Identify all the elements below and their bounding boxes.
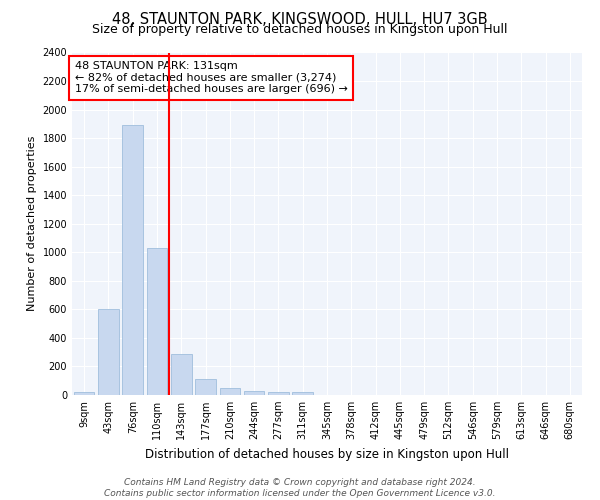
Bar xyxy=(146,248,167,395)
Bar xyxy=(292,392,313,395)
Text: Size of property relative to detached houses in Kingston upon Hull: Size of property relative to detached ho… xyxy=(92,22,508,36)
Y-axis label: Number of detached properties: Number of detached properties xyxy=(27,136,37,312)
Text: Contains HM Land Registry data © Crown copyright and database right 2024.
Contai: Contains HM Land Registry data © Crown c… xyxy=(104,478,496,498)
Bar xyxy=(98,310,119,395)
Bar xyxy=(195,378,216,395)
Bar xyxy=(74,392,94,395)
Bar xyxy=(220,388,240,395)
X-axis label: Distribution of detached houses by size in Kingston upon Hull: Distribution of detached houses by size … xyxy=(145,448,509,460)
Bar xyxy=(171,354,191,395)
Text: 48 STAUNTON PARK: 131sqm
← 82% of detached houses are smaller (3,274)
17% of sem: 48 STAUNTON PARK: 131sqm ← 82% of detach… xyxy=(74,61,347,94)
Bar xyxy=(122,126,143,395)
Text: 48, STAUNTON PARK, KINGSWOOD, HULL, HU7 3GB: 48, STAUNTON PARK, KINGSWOOD, HULL, HU7 … xyxy=(112,12,488,28)
Bar xyxy=(268,392,289,395)
Bar xyxy=(244,390,265,395)
